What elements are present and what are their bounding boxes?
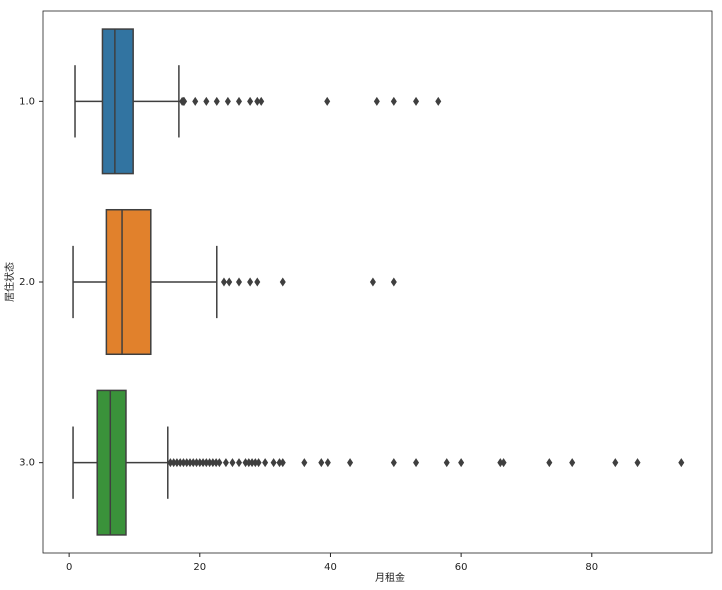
outlier bbox=[203, 96, 210, 106]
outlier bbox=[181, 96, 188, 106]
x-tick-label: 0 bbox=[66, 562, 72, 573]
outlier bbox=[634, 458, 641, 468]
outlier bbox=[247, 277, 254, 287]
outlier bbox=[193, 458, 200, 468]
outlier bbox=[242, 458, 249, 468]
outlier bbox=[390, 277, 397, 287]
outlier bbox=[390, 458, 397, 468]
outlier bbox=[270, 458, 277, 468]
outlier bbox=[177, 458, 184, 468]
outlier bbox=[167, 458, 174, 468]
outlier bbox=[678, 458, 685, 468]
outlier bbox=[249, 458, 256, 468]
outlier bbox=[190, 458, 197, 468]
outlier bbox=[413, 458, 420, 468]
outlier bbox=[500, 458, 507, 468]
outlier bbox=[258, 96, 265, 106]
outlier bbox=[192, 96, 199, 106]
outlier bbox=[235, 277, 242, 287]
outlier bbox=[276, 458, 283, 468]
box bbox=[101, 28, 134, 175]
outlier bbox=[546, 458, 553, 468]
x-tick-label: 80 bbox=[585, 562, 598, 573]
outlier bbox=[413, 96, 420, 106]
x-tick-label: 20 bbox=[193, 562, 206, 573]
outlier bbox=[254, 277, 261, 287]
outlier bbox=[252, 458, 259, 468]
outlier bbox=[213, 96, 220, 106]
outlier bbox=[318, 458, 325, 468]
outlier bbox=[443, 458, 450, 468]
box bbox=[105, 208, 152, 356]
outlier bbox=[235, 458, 242, 468]
outlier bbox=[206, 458, 213, 468]
outlier bbox=[254, 96, 261, 106]
outlier bbox=[170, 458, 177, 468]
outlier bbox=[324, 96, 331, 106]
outlier bbox=[369, 277, 376, 287]
outlier bbox=[390, 96, 397, 106]
outlier bbox=[497, 458, 504, 468]
outlier bbox=[255, 458, 262, 468]
outlier bbox=[224, 96, 231, 106]
outlier bbox=[347, 458, 354, 468]
outlier bbox=[373, 96, 380, 106]
outlier bbox=[183, 458, 190, 468]
outlier bbox=[213, 458, 220, 468]
outlier bbox=[222, 458, 229, 468]
y-tick-label: 3.0 bbox=[19, 458, 35, 469]
outlier bbox=[173, 458, 180, 468]
outlier bbox=[569, 458, 576, 468]
outlier bbox=[203, 458, 210, 468]
outlier bbox=[200, 458, 207, 468]
outlier bbox=[196, 458, 203, 468]
outlier bbox=[216, 458, 223, 468]
y-tick-label: 1.0 bbox=[19, 96, 35, 107]
outlier bbox=[301, 458, 308, 468]
outlier bbox=[279, 458, 286, 468]
x-tick-label: 60 bbox=[455, 562, 468, 573]
outlier bbox=[245, 458, 252, 468]
outlier bbox=[226, 277, 233, 287]
outlier bbox=[235, 96, 242, 106]
y-axis-label: 居住状态 bbox=[3, 262, 16, 302]
outlier bbox=[186, 458, 193, 468]
box bbox=[96, 389, 127, 536]
outlier bbox=[435, 96, 442, 106]
outlier bbox=[279, 277, 286, 287]
x-axis-label: 月租金 bbox=[375, 571, 405, 584]
y-tick-label: 2.0 bbox=[19, 277, 35, 288]
outlier bbox=[209, 458, 216, 468]
outlier bbox=[324, 458, 331, 468]
outlier bbox=[180, 458, 187, 468]
outlier bbox=[247, 96, 254, 106]
outlier bbox=[612, 458, 619, 468]
outlier bbox=[220, 277, 227, 287]
outlier bbox=[229, 458, 236, 468]
outlier bbox=[262, 458, 269, 468]
outlier bbox=[458, 458, 465, 468]
x-tick-label: 40 bbox=[324, 562, 337, 573]
